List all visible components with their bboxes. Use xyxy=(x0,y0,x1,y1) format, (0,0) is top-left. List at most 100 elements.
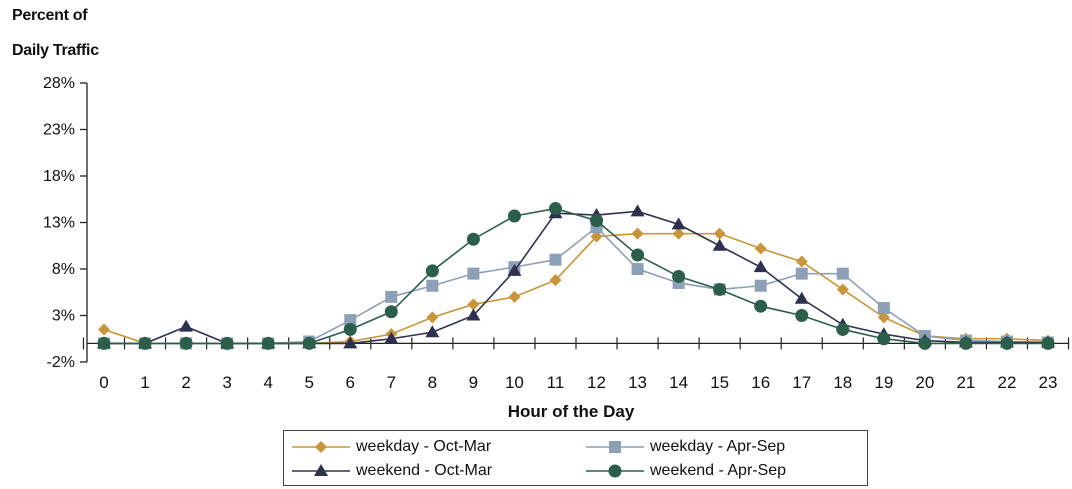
data-point xyxy=(795,309,809,322)
data-point xyxy=(179,336,193,350)
data-point xyxy=(754,279,767,292)
data-point xyxy=(918,336,932,350)
x-tick-label: 16 xyxy=(751,373,770,392)
series-line xyxy=(104,207,1048,345)
legend: weekday - Oct-Mar weekday - Apr-Sep week… xyxy=(283,430,868,486)
data-point xyxy=(467,298,480,311)
y-axis-title-line-2: Daily Traffic xyxy=(12,42,99,59)
x-tick-label: 15 xyxy=(710,373,729,392)
data-point xyxy=(385,290,398,303)
x-tick-label: 22 xyxy=(997,373,1016,392)
y-tick-label: 3% xyxy=(52,308,75,325)
data-point xyxy=(344,314,357,327)
data-point xyxy=(343,322,357,336)
legend-marker xyxy=(314,464,328,476)
legend-item-weekday-apr-sep: weekday - Apr-Sep xyxy=(584,435,785,459)
data-point xyxy=(384,305,398,319)
legend-label-weekend-apr-sep: weekend - Apr-Sep xyxy=(650,462,787,479)
data-point xyxy=(713,282,727,296)
x-tick-label: 18 xyxy=(833,373,852,392)
legend-label-weekday-apr-sep: weekday - Apr-Sep xyxy=(650,438,786,455)
x-tick-label: 20 xyxy=(915,373,934,392)
data-point xyxy=(425,264,439,278)
data-point xyxy=(631,263,644,275)
y-tick-label: 28% xyxy=(43,75,75,92)
y-tick-label: 8% xyxy=(52,261,75,278)
data-point xyxy=(507,209,521,223)
data-point xyxy=(1041,336,1055,350)
data-point xyxy=(672,269,686,283)
data-point xyxy=(836,322,850,336)
series-3 xyxy=(97,202,1055,350)
legend-marker xyxy=(609,441,621,453)
data-point xyxy=(549,253,562,266)
data-point xyxy=(426,279,439,292)
x-tick-label: 23 xyxy=(1039,373,1058,392)
x-tick-label: 6 xyxy=(346,373,355,392)
x-tick-label: 19 xyxy=(874,373,893,392)
data-point xyxy=(877,332,891,346)
data-point xyxy=(548,202,562,216)
y-axis-title-line-1: Percent of xyxy=(12,7,88,24)
data-point xyxy=(630,204,645,217)
data-point xyxy=(959,336,973,350)
data-point xyxy=(1000,336,1014,350)
data-point xyxy=(794,291,809,304)
data-point xyxy=(877,302,890,315)
x-axis-title: Hour of the Day xyxy=(507,402,635,421)
data-point xyxy=(466,232,480,246)
x-tick-label: 12 xyxy=(587,373,606,392)
y-tick-label: 23% xyxy=(43,122,75,139)
data-point xyxy=(713,227,726,240)
x-tick-label: 2 xyxy=(181,373,190,392)
data-point xyxy=(138,336,152,350)
data-point xyxy=(508,290,521,303)
legend-triangle-marker-icon xyxy=(292,464,350,476)
data-point xyxy=(712,238,727,251)
x-tick-label: 11 xyxy=(547,373,565,392)
y-tick-label: 13% xyxy=(43,215,75,232)
x-tick-label: 4 xyxy=(263,373,272,392)
data-point xyxy=(467,267,480,280)
legend-label-weekend-oct-mar: weekend - Oct-Mar xyxy=(356,462,493,479)
data-point xyxy=(426,311,439,324)
legend-item-weekend-oct-mar: weekend - Oct-Mar xyxy=(290,459,492,483)
x-tick-label: 1 xyxy=(140,373,149,392)
data-point xyxy=(795,255,808,268)
x-tick-label: 7 xyxy=(387,373,396,392)
x-tick-label: 3 xyxy=(222,373,231,392)
legend-item-weekday-oct-mar: weekday - Oct-Mar xyxy=(290,435,491,459)
legend-square-marker-icon xyxy=(586,441,644,453)
legend-diamond-marker-icon xyxy=(292,441,350,453)
data-point xyxy=(261,336,275,350)
data-point xyxy=(590,230,603,243)
data-point xyxy=(795,267,808,280)
data-point xyxy=(836,283,849,296)
legend-marker xyxy=(315,441,327,453)
data-point xyxy=(97,336,111,350)
data-point xyxy=(507,263,522,276)
legend-label-weekday-oct-mar: weekday - Oct-Mar xyxy=(356,438,492,455)
data-point xyxy=(302,336,316,350)
data-point xyxy=(753,260,768,273)
data-point xyxy=(754,299,768,313)
data-point xyxy=(549,274,562,287)
series-line xyxy=(104,226,1049,345)
legend-marker xyxy=(608,464,622,478)
data-point xyxy=(384,331,399,344)
data-point xyxy=(179,319,194,332)
data-point xyxy=(877,311,890,324)
x-tick-label: 17 xyxy=(792,373,811,392)
x-tick-label: 13 xyxy=(628,373,647,392)
data-point xyxy=(220,336,234,350)
series-line xyxy=(103,232,1049,345)
data-point xyxy=(671,217,686,230)
data-point xyxy=(343,336,358,349)
x-tick-label: 5 xyxy=(304,373,313,392)
data-point xyxy=(590,214,604,228)
data-point xyxy=(631,248,645,262)
x-tick-label: 10 xyxy=(505,373,524,392)
data-point xyxy=(631,227,644,240)
y-tick-label: 18% xyxy=(43,168,75,185)
